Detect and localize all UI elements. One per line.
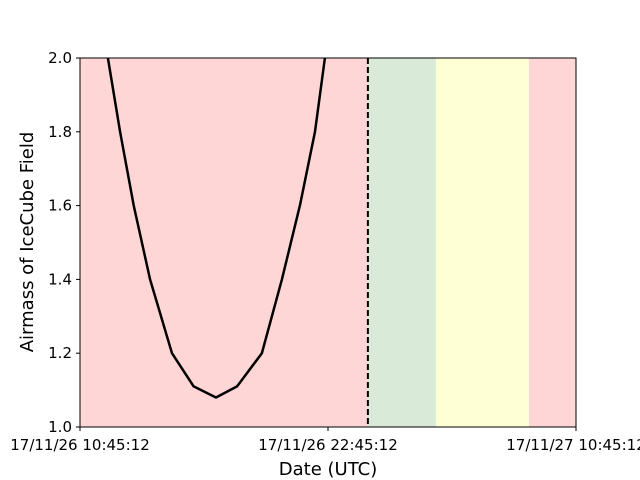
shaded-region [80,58,368,427]
y-tick-label: 1.4 [48,270,72,288]
y-tick-label: 1.6 [48,197,72,215]
y-tick-label: 2.0 [48,49,72,67]
y-tick-label: 1.0 [48,418,72,436]
x-tick-label: 17/11/27 10:45:12 [506,436,640,454]
x-tick-label: 17/11/26 10:45:12 [10,436,150,454]
shaded-region [528,58,576,427]
y-tick-label: 1.2 [48,344,72,362]
airmass-line [106,57,327,399]
y-axis-label: Airmass of IceCube Field [17,132,38,353]
shaded-region [367,58,436,427]
y-tick-label: 1.8 [48,123,72,141]
shaded-region [435,58,529,427]
x-tick-label: 17/11/26 22:45:12 [258,436,398,454]
x-axis-label: Date (UTC) [279,459,377,480]
